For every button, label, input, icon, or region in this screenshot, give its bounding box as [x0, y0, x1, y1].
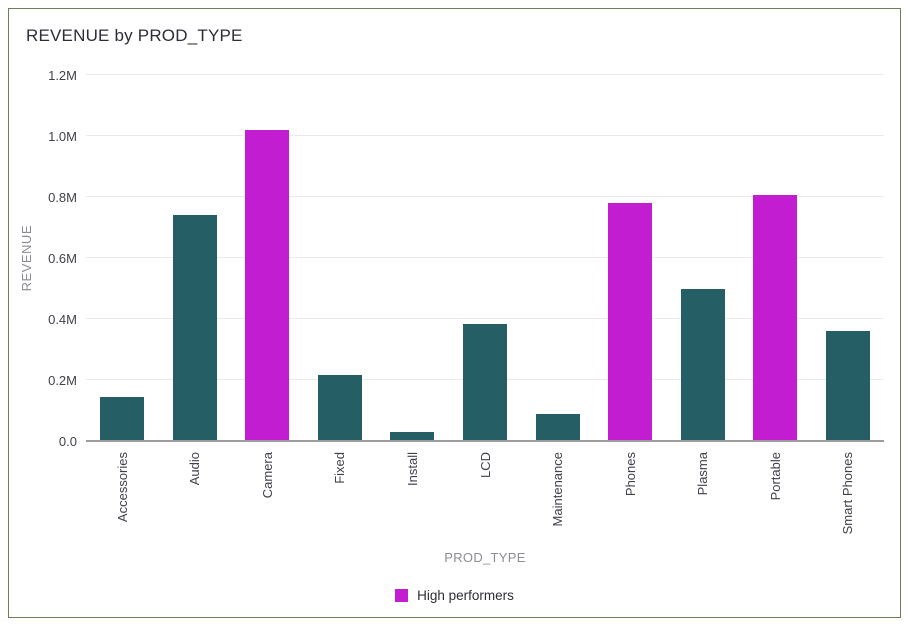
bar-band-install	[376, 75, 449, 441]
x-tick-cell: Phones	[594, 452, 667, 548]
bar-band-accessories	[86, 75, 159, 441]
bar-band-plasma	[666, 75, 739, 441]
bar-smart-phones[interactable]	[825, 331, 870, 441]
x-tick-cell: Fixed	[304, 452, 377, 548]
bar-phones[interactable]	[608, 203, 653, 441]
bar-audio[interactable]	[172, 215, 217, 441]
bar-band-phones	[594, 75, 667, 441]
gridline-0.8M	[86, 196, 884, 197]
gridline-0.4M	[86, 318, 884, 319]
legend-swatch-high-performers[interactable]	[395, 589, 409, 602]
bar-band-camera	[231, 75, 304, 441]
x-tick-cell: Plasma	[666, 452, 739, 548]
bar-portable[interactable]	[753, 195, 798, 441]
bar-band-portable	[739, 75, 812, 441]
bar-maintenance[interactable]	[535, 413, 580, 441]
x-tick-cell: LCD	[449, 452, 522, 548]
bar-fixed[interactable]	[317, 375, 362, 441]
x-tick-cell: Smart Phones	[811, 452, 884, 548]
bar-lcd[interactable]	[463, 323, 507, 441]
legend: High performers	[9, 588, 900, 603]
gridline-1.2M	[86, 74, 884, 75]
x-axis-line	[86, 440, 884, 442]
x-tick-label-phones: Phones	[622, 452, 638, 497]
y-tick-label: 1.0M	[48, 129, 77, 144]
chart-title: REVENUE by PROD_TYPE	[26, 26, 243, 45]
x-axis-title: PROD_TYPE	[444, 550, 526, 565]
bar-band-audio	[159, 75, 232, 441]
y-tick-label: 1.2M	[48, 68, 77, 83]
gridline-1.0M	[86, 135, 884, 136]
y-tick-label: 0.8M	[48, 190, 77, 205]
y-tick-label: 0.2M	[48, 373, 77, 388]
x-tick-cell: Portable	[739, 452, 812, 548]
bar-camera[interactable]	[245, 129, 290, 441]
x-tick-label-lcd: LCD	[477, 452, 493, 479]
y-tick-label: 0.4M	[48, 312, 77, 327]
x-tick-label-audio: Audio	[187, 452, 203, 486]
bar-accessories[interactable]	[100, 396, 145, 441]
y-axis-ticks: 0.0 0.2M 0.4M 0.6M 0.8M 1.0M 1.2M	[17, 68, 77, 449]
y-tick-label: 0.6M	[48, 251, 77, 266]
x-tick-cell: Install	[376, 452, 449, 548]
bar-band-maintenance	[521, 75, 594, 441]
x-tick-cell: Accessories	[86, 452, 159, 548]
bar-install[interactable]	[390, 431, 435, 441]
x-tick-label-accessories: Accessories	[114, 452, 130, 523]
x-tick-label-fixed: Fixed	[332, 452, 348, 484]
bar-series	[86, 75, 884, 441]
x-tick-label-maintenance: Maintenance	[550, 452, 566, 527]
bar-band-smart-phones	[811, 75, 884, 441]
chart-card: REVENUE by PROD_TYPE REVENUE 0.0 0.2M 0.4M…	[8, 8, 901, 618]
legend-label-high-performers[interactable]: High performers	[417, 588, 514, 603]
bar-plasma[interactable]	[680, 288, 725, 441]
y-tick-label: 0.0	[58, 434, 77, 449]
bar-band-lcd	[449, 75, 522, 441]
bar-band-fixed	[304, 75, 377, 441]
x-tick-label-install: Install	[404, 452, 420, 486]
plot-area	[86, 74, 884, 442]
gridline-0.6M	[86, 257, 884, 258]
x-tick-label-plasma: Plasma	[695, 452, 711, 496]
x-axis-tick-labels: Accessories Audio Camera Fixed Install LCD Mai…	[86, 452, 884, 548]
x-tick-cell: Maintenance	[521, 452, 594, 548]
x-tick-label-smart-phones: Smart Phones	[840, 452, 856, 535]
x-tick-label-camera: Camera	[259, 452, 275, 499]
x-tick-cell: Camera	[231, 452, 304, 548]
x-tick-cell: Audio	[159, 452, 232, 548]
x-tick-label-portable: Portable	[767, 452, 783, 501]
